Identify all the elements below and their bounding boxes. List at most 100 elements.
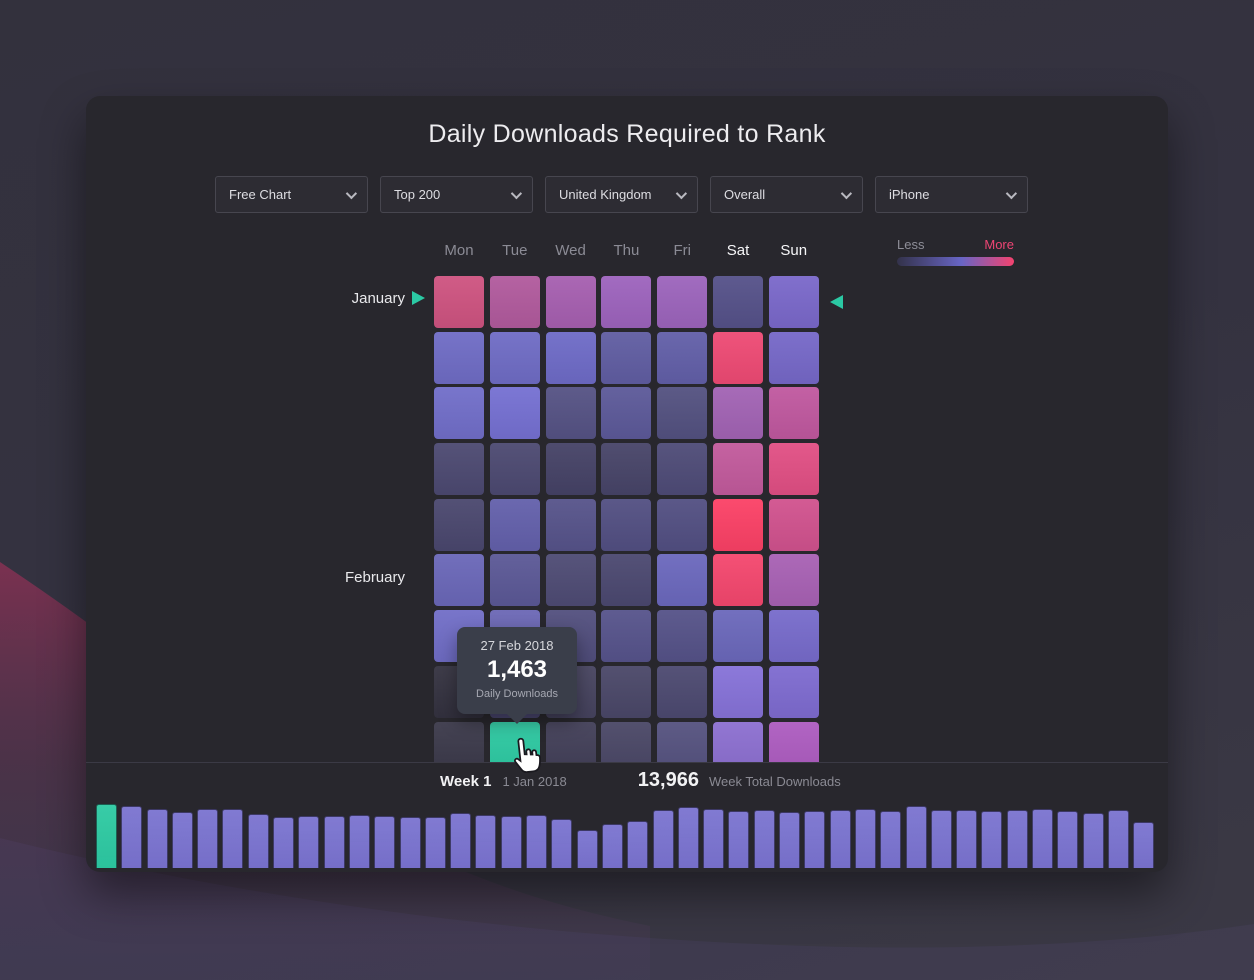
week-bar[interactable]	[956, 810, 978, 868]
heatmap-cell[interactable]	[601, 721, 652, 762]
heatmap-cell[interactable]	[545, 721, 596, 762]
device-dropdown[interactable]: iPhone	[875, 176, 1028, 213]
week-bar[interactable]	[348, 815, 370, 868]
heatmap-cell[interactable]	[657, 610, 708, 663]
heatmap-cell[interactable]	[657, 387, 708, 440]
heatmap-cell[interactable]	[545, 554, 596, 607]
week-bar[interactable]	[728, 811, 750, 868]
heatmap-cell[interactable]	[601, 610, 652, 663]
week-bar[interactable]	[677, 807, 699, 868]
heatmap-cell[interactable]	[712, 331, 763, 384]
play-left-icon[interactable]	[830, 295, 843, 309]
rank-depth-dropdown[interactable]: Top 200	[380, 176, 533, 213]
heatmap-cell[interactable]	[434, 498, 484, 551]
heatmap-cell[interactable]	[601, 331, 652, 384]
week-bar[interactable]	[981, 811, 1003, 868]
week-bar[interactable]	[1031, 809, 1053, 868]
heatmap-cell[interactable]	[434, 276, 484, 328]
heatmap-cell[interactable]	[768, 276, 819, 328]
heatmap-cell[interactable]	[712, 498, 763, 551]
heatmap-cell[interactable]	[712, 665, 763, 718]
heatmap-cell[interactable]	[712, 610, 763, 663]
heatmap-cell-selected[interactable]	[489, 721, 540, 762]
heatmap-cell[interactable]	[657, 721, 708, 762]
heatmap-cell[interactable]	[657, 276, 708, 328]
week-bar[interactable]	[399, 817, 421, 868]
week-bar[interactable]	[576, 830, 598, 868]
week-bar[interactable]	[197, 809, 219, 868]
heatmap-cell[interactable]	[489, 498, 540, 551]
heatmap-cell[interactable]	[657, 554, 708, 607]
heatmap-cell[interactable]	[489, 443, 540, 496]
heatmap-cell[interactable]	[489, 331, 540, 384]
week-bar[interactable]	[779, 812, 801, 868]
heatmap-cell[interactable]	[601, 443, 652, 496]
heatmap-cell[interactable]	[434, 554, 484, 607]
heatmap-cell[interactable]	[434, 387, 484, 440]
heatmap-cell[interactable]	[768, 665, 819, 718]
week-bar[interactable]	[601, 824, 623, 868]
heatmap-cell[interactable]	[712, 276, 763, 328]
week-bar[interactable]	[627, 821, 649, 868]
heatmap-cell[interactable]	[657, 331, 708, 384]
week-bar[interactable]	[905, 806, 927, 868]
category-dropdown[interactable]: Overall	[710, 176, 863, 213]
heatmap-cell[interactable]	[712, 387, 763, 440]
week-bar[interactable]	[1107, 810, 1129, 868]
heatmap-cell[interactable]	[545, 387, 596, 440]
week-bar[interactable]	[298, 816, 320, 868]
week-bar[interactable]	[854, 809, 876, 868]
heatmap-cell[interactable]	[434, 443, 484, 496]
week-bar[interactable]	[374, 816, 396, 868]
heatmap-cell[interactable]	[601, 387, 652, 440]
week-bar[interactable]	[880, 811, 902, 868]
week-bar[interactable]	[1133, 822, 1155, 868]
heatmap-cell[interactable]	[712, 554, 763, 607]
week-bar[interactable]	[222, 809, 244, 868]
week-bar[interactable]	[930, 810, 952, 868]
heatmap-cell[interactable]	[768, 498, 819, 551]
week-bar[interactable]	[171, 812, 193, 868]
heatmap-cell[interactable]	[657, 498, 708, 551]
heatmap-cell[interactable]	[434, 331, 484, 384]
week-bar[interactable]	[753, 810, 775, 868]
heatmap-cell[interactable]	[657, 665, 708, 718]
heatmap-cell[interactable]	[768, 387, 819, 440]
heatmap-cell[interactable]	[712, 721, 763, 762]
heatmap-cell[interactable]	[768, 610, 819, 663]
heatmap-cell[interactable]	[545, 498, 596, 551]
heatmap-cell[interactable]	[489, 387, 540, 440]
week-bar[interactable]	[273, 817, 295, 868]
heatmap-cell[interactable]	[545, 331, 596, 384]
country-dropdown[interactable]: United Kingdom	[545, 176, 698, 213]
heatmap-cell[interactable]	[768, 443, 819, 496]
heatmap-cell[interactable]	[601, 665, 652, 718]
heatmap-cell[interactable]	[489, 554, 540, 607]
week-bar[interactable]	[1006, 810, 1028, 868]
week-bar[interactable]	[475, 815, 497, 868]
week-bar[interactable]	[526, 815, 548, 868]
heatmap-cell[interactable]	[712, 443, 763, 496]
play-right-icon[interactable]	[412, 291, 425, 305]
week-bar[interactable]	[551, 819, 573, 868]
heatmap-cell[interactable]	[545, 443, 596, 496]
week-bar[interactable]	[121, 806, 143, 868]
heatmap-cell[interactable]	[601, 498, 652, 551]
week-bar[interactable]	[829, 810, 851, 868]
heatmap-cell[interactable]	[489, 276, 540, 328]
heatmap-cell[interactable]	[434, 721, 484, 762]
week-bar-selected[interactable]	[96, 804, 117, 868]
week-bar[interactable]	[1057, 811, 1079, 868]
heatmap-cell[interactable]	[601, 554, 652, 607]
week-bar[interactable]	[247, 814, 269, 868]
heatmap-cell[interactable]	[768, 721, 819, 762]
heatmap-cell[interactable]	[768, 554, 819, 607]
heatmap-cell[interactable]	[768, 331, 819, 384]
week-bar[interactable]	[323, 816, 345, 868]
heatmap-cell[interactable]	[601, 276, 652, 328]
heatmap-cell[interactable]	[545, 276, 596, 328]
week-bar[interactable]	[500, 816, 522, 868]
week-bar[interactable]	[424, 817, 446, 868]
week-bar[interactable]	[146, 809, 168, 868]
week-bar[interactable]	[804, 811, 826, 868]
